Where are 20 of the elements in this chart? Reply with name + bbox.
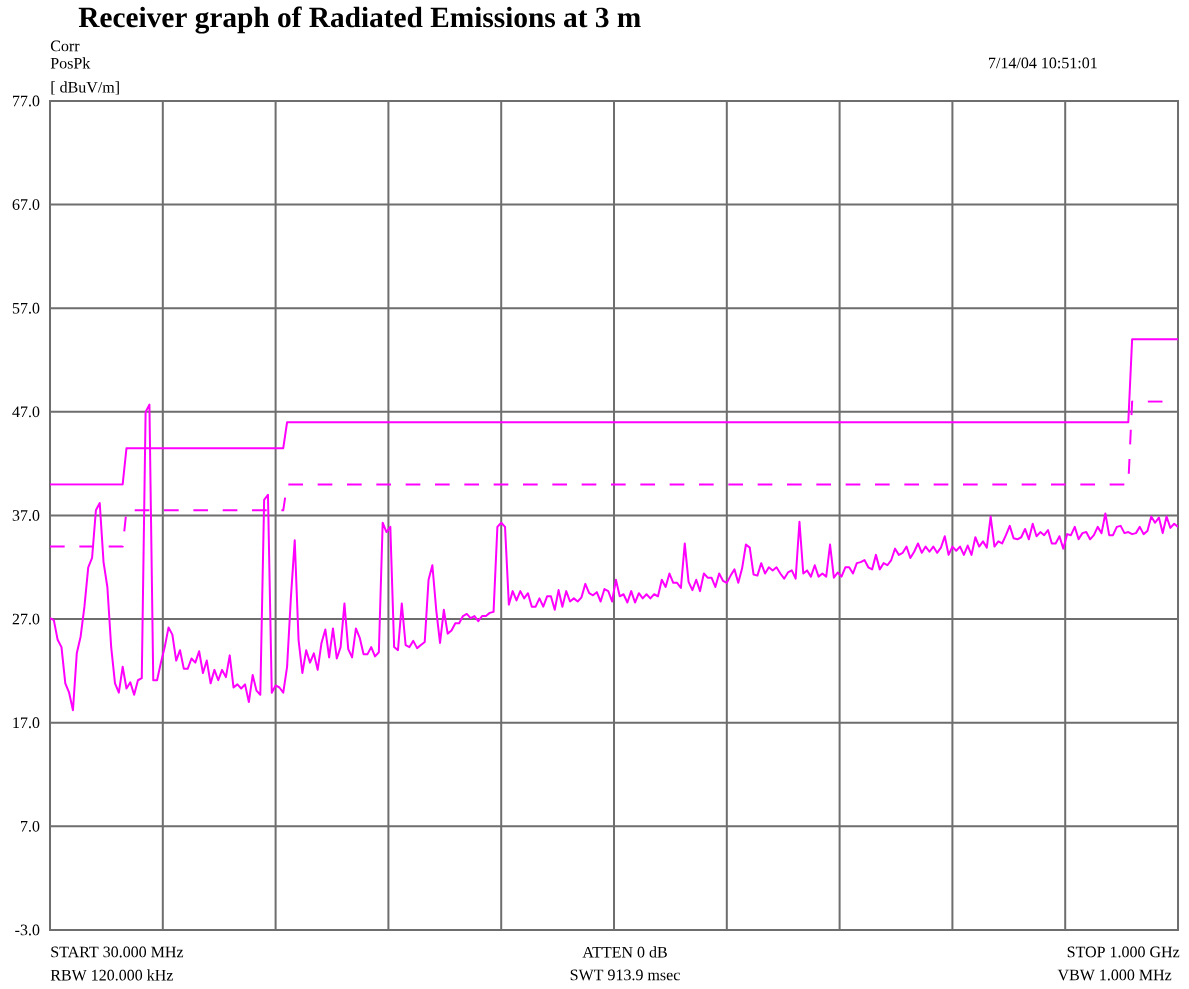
y-tick-label: 77.0 <box>13 95 40 107</box>
y-tick-label: 47.0 <box>12 406 40 418</box>
y-tick-label: 7.0 <box>21 820 40 832</box>
y-axis-title: [ dBuV/m] <box>51 81 119 95</box>
text: 7/14/04 10:51:01 <box>989 57 1097 69</box>
y-tick-label: 27.0 <box>12 613 40 625</box>
text: PosPk <box>50 57 91 69</box>
text: START 30.000 MHz <box>51 946 184 958</box>
y-tick-label: 57.0 <box>12 302 40 314</box>
text: Corr <box>50 40 80 52</box>
text: VBW 1.000 MHz <box>1057 969 1172 981</box>
text: ATTEN 0 dB <box>582 946 667 958</box>
text: SWT 913.9 msec <box>570 969 680 981</box>
text: STOP 1.000 GHz <box>1067 946 1180 958</box>
y-tick-label: -3.0 <box>15 924 40 936</box>
text: RBW 120.000 kHz <box>50 969 173 981</box>
y-tick-label: 67.0 <box>12 199 40 211</box>
chart-title: Receiver graph of Radiated Emissions at 3 m <box>78 6 641 34</box>
y-tick-label: 37.0 <box>12 510 40 521</box>
y-tick-label: 17.0 <box>13 717 40 729</box>
